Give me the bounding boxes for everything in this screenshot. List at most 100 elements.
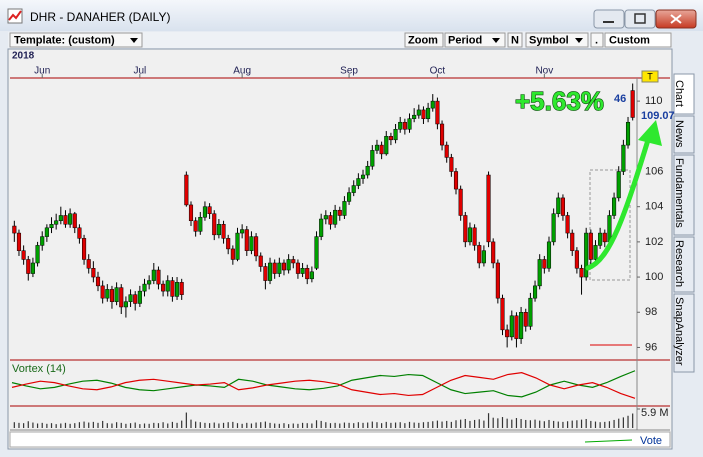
dot-button[interactable]: . xyxy=(590,32,604,48)
volume-bar xyxy=(329,423,332,428)
tab-label[interactable]: SnapAnalyzer xyxy=(673,297,685,366)
volume-bar xyxy=(227,422,229,428)
tab[interactable] xyxy=(673,154,695,236)
last-price: 109.07 xyxy=(641,110,675,122)
volume-bar xyxy=(88,422,90,428)
candle-body xyxy=(560,197,565,216)
candle-body xyxy=(230,248,235,260)
candle-body xyxy=(277,262,282,274)
volume-bar xyxy=(353,423,355,428)
candle-body xyxy=(607,215,612,243)
candle-body xyxy=(77,227,82,239)
volume-bar xyxy=(404,423,406,428)
volume-bar xyxy=(60,423,62,428)
volume-bar xyxy=(585,418,587,428)
candle-body xyxy=(435,100,440,125)
candle-body xyxy=(542,259,547,269)
candle-body xyxy=(12,225,17,234)
button-box[interactable] xyxy=(590,32,604,48)
candle-body xyxy=(444,144,449,158)
button-box[interactable] xyxy=(507,32,523,48)
template-dropdown[interactable]: Template: (custom) xyxy=(9,32,143,48)
tab[interactable] xyxy=(673,293,695,373)
candle-body xyxy=(505,329,510,338)
vote-link[interactable]: Vote xyxy=(640,435,662,447)
x-tick-label: Jul xyxy=(133,66,146,77)
y-tick-label: 102 xyxy=(645,236,663,248)
candle-body xyxy=(267,262,273,281)
volume-bar xyxy=(339,423,341,428)
volume-bar xyxy=(64,422,67,428)
volume-bar xyxy=(236,423,239,428)
volume-bar xyxy=(497,418,499,428)
custom-label[interactable]: Custom xyxy=(609,34,650,46)
candle-body xyxy=(333,209,338,225)
volume-bar xyxy=(288,424,290,428)
candle-body xyxy=(142,283,147,292)
tab[interactable] xyxy=(673,73,695,115)
candle-body xyxy=(402,121,407,130)
dot-label[interactable]: . xyxy=(595,34,598,46)
window-controls[interactable] xyxy=(593,9,697,29)
minimize-button[interactable] xyxy=(593,9,625,29)
zoom-label[interactable]: Zoom xyxy=(408,34,438,46)
candle-body xyxy=(458,188,463,216)
period-dropdown[interactable]: Period xyxy=(444,32,506,48)
volume-bar xyxy=(269,422,271,428)
period-label[interactable]: Period xyxy=(448,34,482,46)
volume-bar xyxy=(283,423,285,428)
volume-bar xyxy=(232,421,234,428)
symbol-label[interactable]: Symbol xyxy=(529,34,569,46)
n-label[interactable]: N xyxy=(511,34,519,46)
maximize-button[interactable] xyxy=(624,9,656,29)
template-label[interactable]: Template: (custom) xyxy=(14,34,115,46)
volume-bar xyxy=(362,422,364,428)
volume-bar xyxy=(632,413,634,428)
tab-label[interactable]: Research xyxy=(673,240,685,287)
volume-bar xyxy=(134,422,136,428)
y-tick-label: 110 xyxy=(645,95,663,107)
candle-body xyxy=(616,171,621,199)
volume-bar xyxy=(576,420,578,428)
volume-bar xyxy=(208,423,211,428)
annotation-arrowhead xyxy=(638,120,662,146)
volume-bar xyxy=(116,422,118,428)
volume-bar xyxy=(413,422,415,428)
candle-body xyxy=(621,144,626,172)
tab-label[interactable]: Chart xyxy=(673,80,685,107)
tab[interactable] xyxy=(673,115,695,154)
y-tick-label: 104 xyxy=(645,201,663,213)
volume-bar xyxy=(315,420,318,428)
symbol-dropdown[interactable]: Symbol xyxy=(525,32,589,48)
button-box[interactable] xyxy=(404,32,444,48)
side-tabs[interactable]: Chart News Fundamentals Research SnapAna… xyxy=(673,73,695,373)
candle-body xyxy=(244,229,249,251)
custom-field[interactable]: Custom xyxy=(604,32,672,48)
volume-bar xyxy=(246,422,248,428)
candle-body xyxy=(151,269,156,281)
dropdown-box[interactable] xyxy=(444,32,506,48)
candle-body xyxy=(612,197,617,216)
dropdown-box[interactable] xyxy=(9,32,143,48)
candle-body xyxy=(212,213,217,236)
tab[interactable] xyxy=(673,236,695,293)
candle-body xyxy=(598,232,603,246)
volume-bar xyxy=(450,421,452,428)
field-box[interactable] xyxy=(604,32,672,48)
volume-bar xyxy=(367,422,369,428)
y-tick-label: 106 xyxy=(645,165,663,177)
volume-bar xyxy=(23,423,25,428)
volume-bar xyxy=(195,421,197,428)
x-tick-label: Jun xyxy=(34,66,50,77)
zoom-button[interactable]: Zoom xyxy=(404,32,444,48)
candle-body xyxy=(137,290,142,304)
dropdown-box[interactable] xyxy=(525,32,589,48)
volume-bar xyxy=(143,423,146,428)
indicator-line xyxy=(11,370,636,398)
tag-label: T xyxy=(647,71,653,81)
volume-bar xyxy=(306,423,308,428)
tab-label[interactable]: News xyxy=(673,120,685,148)
tab-label[interactable]: Fundamentals xyxy=(673,158,685,228)
n-button[interactable]: N xyxy=(507,32,523,48)
volume-bar xyxy=(399,422,401,428)
